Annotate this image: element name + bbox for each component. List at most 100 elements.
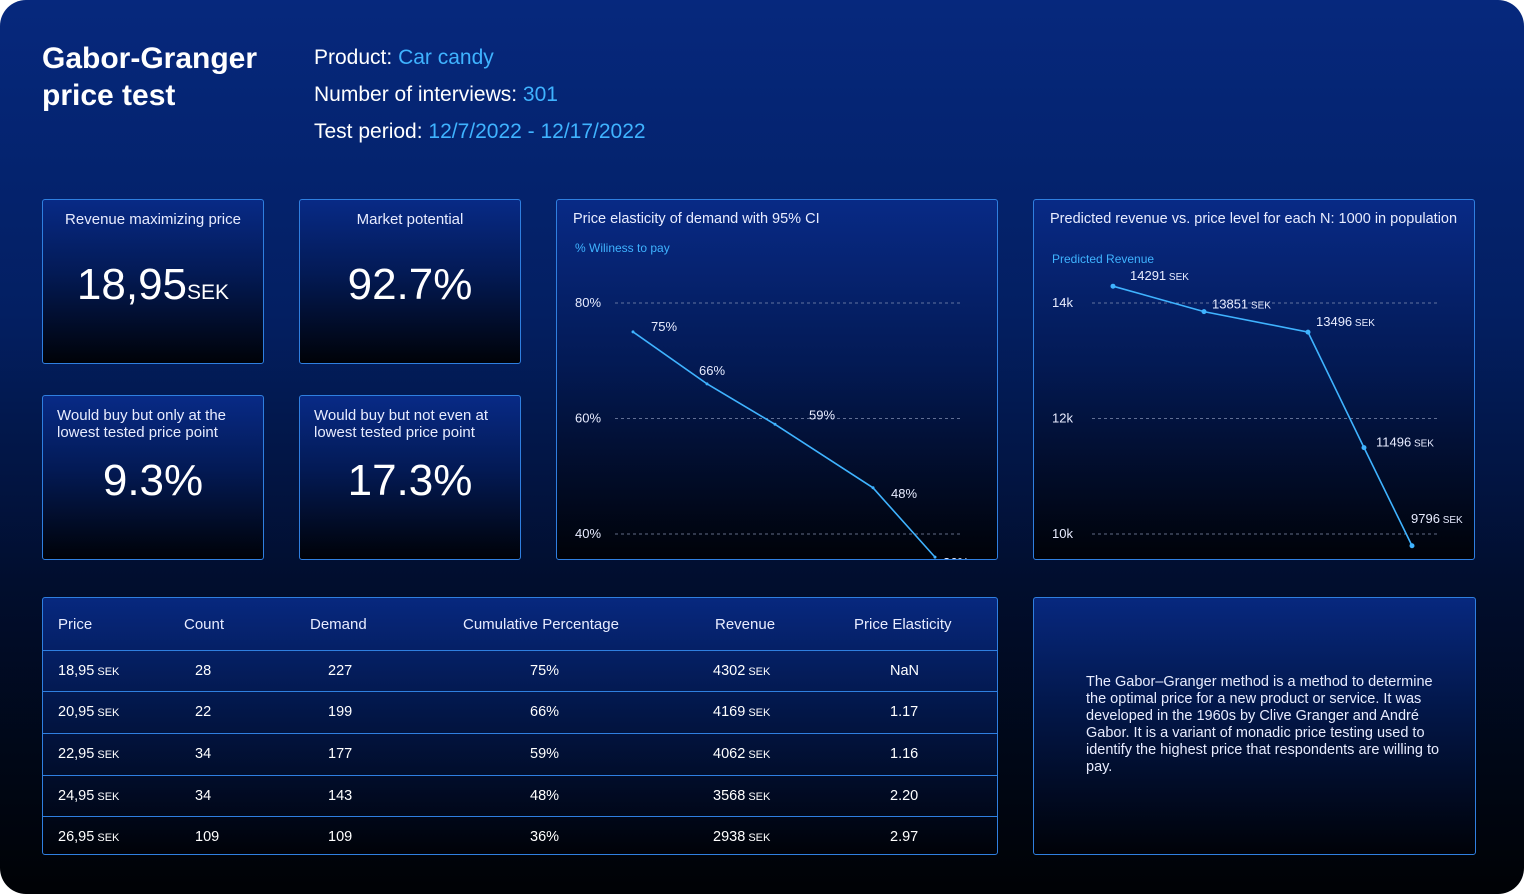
chart-legend: % Wiliness to pay bbox=[575, 241, 670, 255]
product-label: Product: bbox=[314, 46, 393, 69]
cell-value: 4169 bbox=[713, 704, 746, 720]
period-label: Test period: bbox=[314, 120, 423, 143]
table-cell-cum: 59% bbox=[530, 746, 559, 762]
cell-value: 22 bbox=[195, 704, 212, 720]
table-cell-cum: 48% bbox=[530, 788, 559, 804]
cell-value: 109 bbox=[328, 829, 353, 845]
data-label: 13496 SEK bbox=[1316, 314, 1375, 329]
elasticity-chart-card: Price elasticity of demand with 95% CI %… bbox=[556, 199, 998, 560]
cell-value: 3568 bbox=[713, 788, 746, 804]
table-cell-revenue: 4302 SEK bbox=[713, 663, 770, 679]
data-point bbox=[1409, 543, 1415, 549]
interviews-line: Number of interviews: 301 bbox=[314, 83, 558, 107]
chart-title: Predicted revenue vs. price level for ea… bbox=[1050, 211, 1458, 227]
table-cell-elasticity: NaN bbox=[890, 663, 919, 679]
column-header-cumulative: Cumulative Percentage bbox=[463, 616, 619, 633]
cell-value: 34 bbox=[195, 746, 212, 762]
revenue-chart-card: Predicted revenue vs. price level for ea… bbox=[1033, 199, 1475, 560]
page-title: Gabor-Granger price test bbox=[42, 42, 258, 112]
y-tick-label: 60% bbox=[575, 411, 601, 426]
revenue-chart: 14k 12k 10k 14291 SEK 13851 SEK 13496 SEK 1149… bbox=[1052, 268, 1463, 549]
y-tick-label: 10k bbox=[1052, 526, 1073, 541]
interviews-value: 301 bbox=[522, 83, 558, 106]
table-row: 20,95 SEK 22 199 66% 4169 SEK 1.17 bbox=[43, 691, 997, 734]
data-label: 59% bbox=[809, 407, 835, 422]
kpi-label: Market potential bbox=[356, 211, 464, 228]
kpi-card-not-even: Would buy but not even at lowest tested … bbox=[299, 395, 521, 560]
table-cell-elasticity: 2.97 bbox=[890, 829, 918, 845]
cell-value: 109 bbox=[195, 829, 220, 845]
kpi-label: Revenue maximizing price bbox=[65, 211, 241, 228]
kpi-value: 92.7% bbox=[347, 260, 473, 309]
cell-value: 18,95 bbox=[58, 663, 95, 679]
table-cell-elasticity: 1.16 bbox=[890, 746, 918, 762]
table-cell-demand: 177 bbox=[328, 746, 352, 762]
kpi-card-market-potential: Market potential 92.7% bbox=[299, 199, 521, 364]
cell-unit: SEK bbox=[94, 832, 120, 844]
cell-unit: SEK bbox=[745, 707, 771, 719]
data-label: 9796 SEK bbox=[1411, 511, 1463, 526]
cell-value: 20,95 bbox=[58, 704, 95, 720]
data-label: 36% bbox=[943, 555, 969, 559]
product-line: Product: Car candy bbox=[314, 46, 494, 70]
series-line bbox=[632, 331, 936, 558]
table-cell-price: 26,95 SEK bbox=[58, 829, 119, 845]
cell-value: 2.97 bbox=[890, 829, 919, 845]
cell-value: 22,95 bbox=[58, 746, 95, 762]
cell-value: 4302 bbox=[713, 663, 746, 679]
cell-unit: SEK bbox=[745, 749, 771, 761]
kpi-label: Would buy but only at the lowest tested … bbox=[57, 407, 226, 441]
price-table: Price Count Demand Cumulative Percentage… bbox=[42, 597, 998, 855]
table-cell-count: 109 bbox=[195, 829, 219, 845]
data-label-unit: SEK bbox=[1166, 272, 1189, 283]
kpi-card-revenue-max: Revenue maximizing price 18,95SEK bbox=[42, 199, 264, 364]
method-description: The Gabor–Granger method is a method to … bbox=[1086, 674, 1440, 775]
period-value: 12/7/2022 - 12/17/2022 bbox=[428, 120, 646, 143]
data-label: 75% bbox=[651, 319, 677, 334]
y-tick-label: 80% bbox=[575, 295, 601, 310]
data-point bbox=[631, 330, 635, 334]
data-label-unit: SEK bbox=[1248, 301, 1271, 312]
cell-value: NaN bbox=[890, 663, 920, 679]
kpi-unit: SEK bbox=[187, 281, 230, 304]
column-header-price: Price bbox=[58, 616, 93, 633]
kpi-value: 9.3% bbox=[102, 456, 204, 505]
cell-unit: SEK bbox=[94, 707, 120, 719]
column-header-revenue: Revenue bbox=[715, 616, 776, 633]
data-point bbox=[1201, 309, 1207, 315]
cell-value: 26,95 bbox=[58, 829, 95, 845]
data-label: 14291 SEK bbox=[1130, 268, 1189, 283]
chart-title: Price elasticity of demand with 95% CI bbox=[573, 211, 820, 227]
data-label-unit: SEK bbox=[1411, 439, 1434, 450]
cell-unit: SEK bbox=[94, 791, 120, 803]
cell-value: 28 bbox=[195, 663, 212, 679]
table-cell-revenue: 4062 SEK bbox=[713, 746, 770, 762]
table-cell-cum: 36% bbox=[530, 829, 559, 845]
cell-value: 2938 bbox=[713, 829, 746, 845]
data-label-unit: SEK bbox=[1352, 318, 1375, 329]
cell-unit: SEK bbox=[745, 791, 771, 803]
data-point bbox=[705, 382, 709, 386]
interviews-label: Number of interviews: bbox=[314, 83, 518, 106]
table-cell-cum: 66% bbox=[530, 704, 559, 720]
y-tick-label: 12k bbox=[1052, 411, 1073, 426]
period-line: Test period: 12/7/2022 - 12/17/2022 bbox=[314, 120, 646, 144]
table-cell-revenue: 3568 SEK bbox=[713, 788, 770, 804]
cell-value: 4062 bbox=[713, 746, 746, 762]
data-label: 66% bbox=[699, 363, 725, 378]
elasticity-chart: 80% 60% 40% 75% 66% 59% 48% 36% bbox=[575, 295, 969, 559]
data-point bbox=[773, 422, 777, 426]
data-point bbox=[933, 555, 937, 559]
cell-value: 24,95 bbox=[58, 788, 95, 804]
data-label: 11496 SEK bbox=[1376, 435, 1434, 450]
cell-unit: SEK bbox=[94, 749, 120, 761]
table-row: 24,95 SEK 34 143 48% 3568 SEK 2.20 bbox=[43, 775, 997, 817]
table-cell-cum: 75% bbox=[530, 663, 559, 679]
data-point bbox=[1305, 329, 1311, 335]
kpi-label: Would buy but not even at lowest tested … bbox=[314, 407, 489, 441]
table-row: 26,95 SEK 109 109 36% 2938 SEK 2.97 bbox=[43, 816, 997, 857]
data-label: 13851 SEK bbox=[1212, 297, 1271, 312]
table-cell-revenue: 2938 SEK bbox=[713, 829, 770, 845]
table-cell-count: 28 bbox=[195, 663, 211, 679]
